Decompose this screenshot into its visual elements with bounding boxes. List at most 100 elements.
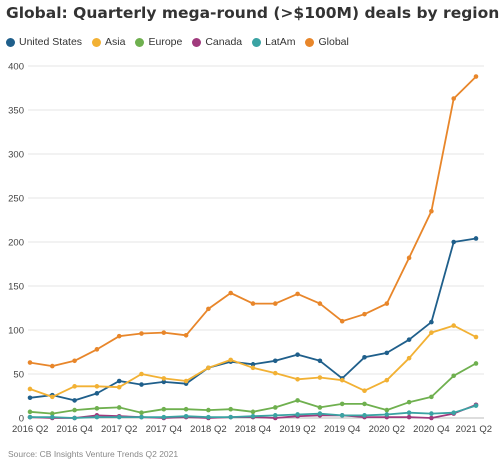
data-point-global-1 (50, 363, 55, 369)
data-point-canada-18 (429, 415, 434, 421)
legend-swatch-united-states (6, 37, 15, 47)
data-point-asia-7 (183, 378, 189, 384)
data-point-global-5 (139, 331, 144, 336)
data-point-latam-0 (27, 414, 33, 420)
data-point-latam-9 (228, 414, 233, 420)
data-point-asia-12 (295, 376, 300, 382)
data-point-global-19 (451, 96, 457, 101)
data-point-europe-20 (473, 361, 479, 366)
data-point-asia-18 (429, 330, 434, 335)
data-point-united-states-11 (273, 358, 278, 364)
data-point-global-7 (183, 332, 189, 338)
data-point-europe-7 (183, 406, 189, 412)
x-tick-label-2019-q2: 2019 Q2 (279, 424, 315, 435)
data-point-united-states-0 (27, 395, 33, 401)
data-point-latam-19 (451, 410, 457, 416)
data-point-latam-18 (429, 411, 434, 416)
x-tick-label-2016-q4: 2016 Q4 (56, 424, 92, 435)
data-point-united-states-16 (384, 350, 390, 356)
legend-swatch-latam (252, 37, 262, 47)
data-point-asia-17 (406, 355, 412, 361)
data-point-global-11 (273, 301, 278, 306)
y-tick-label-150: 150 (8, 282, 24, 293)
data-point-asia-5 (139, 371, 144, 377)
data-point-europe-12 (295, 398, 300, 403)
data-point-united-states-17 (406, 337, 412, 342)
data-point-united-states-20 (473, 236, 479, 241)
data-point-asia-20 (473, 334, 479, 340)
legend-label-united-states: United States (19, 36, 83, 48)
data-point-asia-9 (228, 357, 233, 363)
data-point-asia-4 (116, 384, 122, 390)
legend-label-asia: Asia (105, 36, 126, 48)
data-point-latam-17 (406, 410, 412, 416)
data-point-latam-7 (183, 413, 189, 419)
legend-item-canada[interactable]: Canada (192, 36, 242, 48)
legend-label-latam: LatAm (265, 36, 296, 48)
legend-swatch-europe (135, 37, 145, 47)
x-tick-label-2020-q4: 2020 Q4 (413, 424, 449, 435)
data-point-asia-3 (94, 384, 100, 389)
data-point-canada-17 (406, 414, 412, 420)
legend-swatch-asia (92, 37, 102, 47)
data-point-global-20 (473, 74, 479, 79)
legend-item-united-states[interactable]: United States (6, 36, 82, 48)
data-point-united-states-6 (161, 379, 167, 385)
data-point-europe-8 (206, 407, 211, 413)
data-point-global-16 (384, 301, 390, 306)
data-point-united-states-12 (295, 352, 300, 357)
data-point-united-states-18 (429, 319, 434, 325)
x-tick-label-2017-q4: 2017 Q4 (146, 424, 182, 435)
data-point-europe-9 (228, 406, 233, 412)
data-point-global-10 (250, 301, 256, 306)
data-point-united-states-2 (72, 398, 77, 403)
data-point-asia-1 (50, 394, 55, 400)
data-point-latam-13 (317, 411, 323, 416)
data-point-united-states-15 (362, 354, 367, 360)
x-tick-label-2017-q2: 2017 Q2 (101, 424, 137, 435)
legend-swatch-canada (192, 37, 202, 47)
data-point-united-states-3 (94, 391, 100, 396)
chart-legend: United States Asia Europe Canada LatAm G… (6, 36, 359, 48)
data-point-asia-16 (384, 377, 390, 383)
data-point-united-states-19 (451, 239, 457, 245)
y-tick-label-400: 400 (8, 62, 24, 73)
data-point-united-states-13 (317, 358, 323, 364)
y-tick-label-200: 200 (8, 238, 24, 249)
x-tick-label-2016-q2: 2016 Q2 (12, 424, 48, 435)
data-point-united-states-4 (116, 378, 122, 384)
legend-swatch-global (305, 37, 315, 47)
data-point-europe-6 (161, 406, 167, 412)
series-line-global (29, 75, 477, 368)
data-point-latam-16 (384, 412, 390, 417)
data-point-global-17 (406, 255, 412, 261)
data-point-europe-18 (429, 394, 434, 400)
data-point-europe-1 (50, 411, 55, 416)
data-point-global-6 (161, 330, 167, 335)
data-point-asia-10 (250, 365, 256, 371)
legend-item-global[interactable]: Global (305, 36, 349, 48)
data-point-global-15 (362, 311, 367, 317)
data-point-asia-13 (317, 375, 323, 380)
data-point-europe-13 (317, 405, 323, 410)
data-point-latam-15 (362, 413, 367, 418)
legend-label-canada: Canada (205, 36, 243, 48)
y-tick-label-350: 350 (8, 106, 24, 117)
data-point-global-18 (429, 208, 434, 214)
data-point-asia-8 (206, 365, 211, 371)
data-point-europe-17 (406, 399, 412, 405)
source-note: Source: CB Insights Venture Trends Q2 20… (8, 449, 179, 459)
data-point-asia-6 (161, 376, 167, 381)
legend-item-europe[interactable]: Europe (135, 36, 182, 48)
data-point-europe-19 (451, 373, 457, 379)
data-point-united-states-10 (250, 362, 256, 367)
chart-title: Global: Quarterly mega-round (>$100M) de… (6, 4, 500, 22)
data-point-asia-14 (339, 377, 345, 383)
data-point-global-3 (94, 347, 100, 352)
x-tick-label-2020-q2: 2020 Q2 (369, 424, 405, 435)
data-point-latam-6 (161, 414, 167, 420)
data-point-global-2 (72, 358, 77, 364)
legend-item-latam[interactable]: LatAm (252, 36, 295, 48)
legend-item-asia[interactable]: Asia (92, 36, 125, 48)
